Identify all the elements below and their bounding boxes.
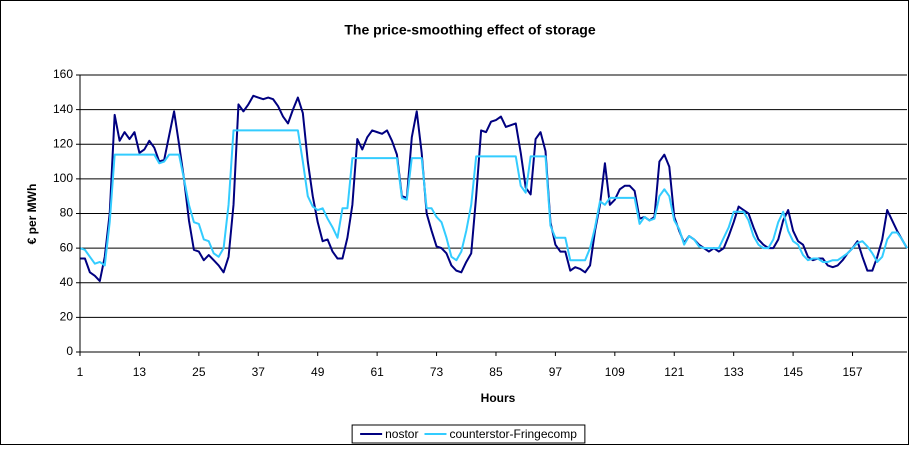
y-tick-label: 120: [53, 136, 73, 150]
x-tick-label: 121: [664, 365, 684, 379]
x-tick-label: 1: [77, 365, 84, 379]
x-tick-label: 25: [192, 365, 206, 379]
x-tick-label: 97: [549, 365, 563, 379]
x-tick-label: 109: [605, 365, 625, 379]
legend-label: nostor: [385, 427, 418, 441]
y-tick-label: 160: [53, 67, 73, 81]
y-tick-label: 140: [53, 102, 73, 116]
x-tick-label: 13: [133, 365, 147, 379]
plot-lines: [79, 94, 908, 283]
x-tick-label: 133: [724, 365, 744, 379]
y-tick-label: 100: [53, 171, 73, 185]
x-tick-label: 85: [489, 365, 503, 379]
y-tick-label: 20: [60, 310, 74, 324]
x-axis-title: Hours: [481, 391, 516, 405]
x-tick-label: 37: [252, 365, 266, 379]
y-tick-label: 80: [60, 206, 74, 220]
x-tick-label: 73: [430, 365, 444, 379]
legend-label: counterstor-Fringecomp: [449, 427, 577, 441]
y-tick-label: 40: [60, 275, 74, 289]
chart-title: The price-smoothing effect of storage: [344, 22, 595, 38]
y-axis-title: € per MWh: [25, 184, 39, 245]
axes: 0 20 40 60 80 100 120 140 160 1 13 25 37 49 61 73 85 97 10…: [53, 67, 907, 379]
series-line: [79, 129, 908, 267]
y-tick-label: 0: [66, 344, 73, 358]
x-tick-label: 157: [843, 365, 863, 379]
legend-box: [351, 424, 586, 444]
legend: nostor counterstor-Fringecomp: [351, 424, 586, 444]
x-tick-label: 61: [370, 365, 384, 379]
y-tick-label: 60: [60, 240, 74, 254]
x-tick-label: 145: [783, 365, 803, 379]
x-tick-label: 49: [311, 365, 325, 379]
